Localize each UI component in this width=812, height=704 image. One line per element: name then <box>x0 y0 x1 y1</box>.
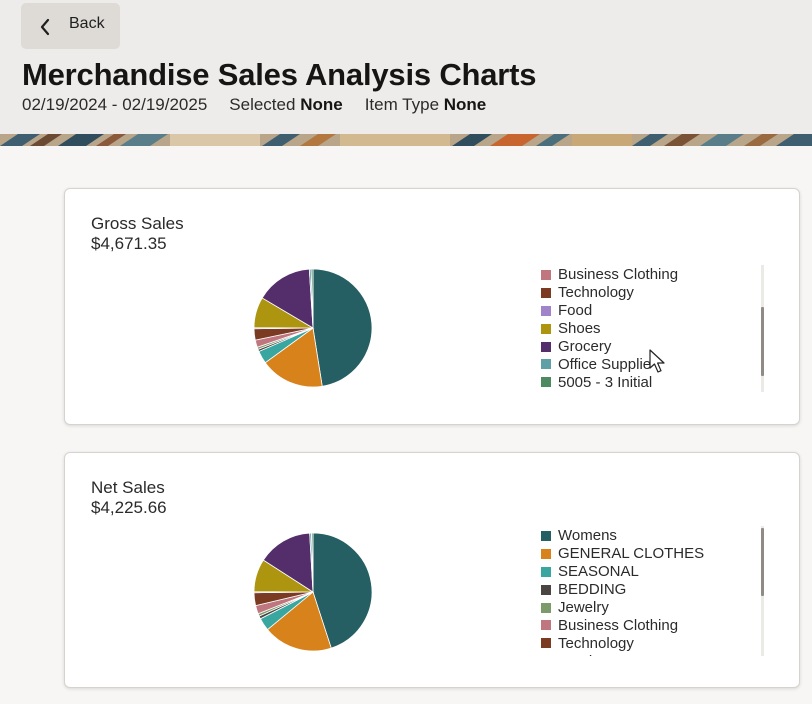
legend-item[interactable]: Office Supplie <box>541 355 678 373</box>
legend-swatch <box>541 602 551 613</box>
page-header: Back Merchandise Sales Analysis Charts 0… <box>0 0 812 134</box>
net-sales-card: Net Sales $4,225.66 Womens GENERAL CLOTHE… <box>64 452 800 688</box>
chevron-left-icon <box>40 18 50 36</box>
legend-label: Food <box>558 653 592 656</box>
legend-item[interactable]: Business Clothing <box>541 616 704 634</box>
legend-label: Office Supplie <box>558 355 652 373</box>
selected-value: None <box>300 95 343 114</box>
legend-item[interactable]: SEASONAL <box>541 563 704 581</box>
legend-label: Business Clothing <box>558 616 679 634</box>
legend-label: GENERAL CLOTHES <box>558 545 705 563</box>
page-title: Merchandise Sales Analysis Charts <box>22 57 537 92</box>
legend-item[interactable]: BEDDING <box>541 581 704 599</box>
net-sales-legend: Womens GENERAL CLOTHES SEASONAL BEDDING Jewe… <box>541 526 704 656</box>
legend-item[interactable]: Technology <box>541 284 678 302</box>
legend-swatch <box>541 305 551 316</box>
filter-summary: 02/19/2024 - 02/19/2025 Selected None Item… <box>22 95 486 115</box>
scrollbar-thumb[interactable] <box>761 528 764 596</box>
card-value: $4,225.66 <box>91 498 167 517</box>
legend-item[interactable]: Business Clothing <box>541 266 678 284</box>
legend-label: Jewelry <box>558 599 609 616</box>
card-title: Gross Sales <box>91 214 184 233</box>
legend-swatch <box>541 287 551 298</box>
legend-item[interactable]: 5005 - 3 Initial <box>541 373 678 388</box>
legend-swatch <box>541 341 551 352</box>
back-button[interactable]: Back <box>21 3 120 49</box>
legend-swatch <box>541 359 551 370</box>
legend-label: Womens <box>558 527 617 545</box>
legend-scrollbar[interactable] <box>761 265 764 392</box>
legend-label: Technology <box>558 634 634 652</box>
legend-item[interactable]: Food <box>541 652 704 656</box>
card-title: Net Sales <box>91 478 165 497</box>
pie-slice-womens[interactable] <box>312 532 373 649</box>
legend-swatch <box>541 530 551 541</box>
legend-swatch <box>541 323 551 334</box>
legend-scrollbar[interactable] <box>761 526 764 656</box>
legend-label: Business Clothing <box>558 266 679 284</box>
mouse-cursor-icon <box>649 349 665 373</box>
pie-slice-general-clothes[interactable] <box>264 327 323 388</box>
pie-slice-5005-3-initial[interactable] <box>311 532 314 593</box>
legend-label: Food <box>558 302 593 320</box>
pie-slice-womens[interactable] <box>312 268 373 387</box>
legend-item[interactable]: Technology <box>541 634 704 652</box>
legend-item[interactable]: GENERAL CLOTHES <box>541 545 704 563</box>
legend-item[interactable]: Food <box>541 302 678 320</box>
legend-swatch <box>541 620 551 631</box>
legend-item[interactable]: Shoes <box>541 320 678 338</box>
legend-label: 5005 - 3 Initial <box>558 373 653 388</box>
decorative-banner <box>0 134 812 146</box>
legend-swatch <box>541 548 551 559</box>
scrollbar-thumb[interactable] <box>761 307 764 376</box>
pie-slice-grocery[interactable] <box>262 532 314 593</box>
pie-slice-grocery[interactable] <box>261 268 314 329</box>
net-sales-pie-chart[interactable] <box>253 532 373 652</box>
legend-label: SEASONAL <box>558 563 639 581</box>
date-range: 02/19/2024 - 02/19/2025 <box>22 95 208 114</box>
legend-swatch <box>541 269 551 280</box>
legend-swatch <box>541 584 551 595</box>
item-type-value: None <box>443 95 487 114</box>
back-button-label: Back <box>69 15 105 32</box>
legend-label: Technology <box>558 284 634 302</box>
legend-label: Shoes <box>558 320 601 338</box>
legend-label: BEDDING <box>558 581 627 599</box>
legend-item[interactable]: Womens <box>541 527 704 545</box>
gross-sales-pie-chart[interactable] <box>253 268 373 388</box>
legend-item[interactable]: Grocery <box>541 338 678 356</box>
legend-item[interactable]: Jewelry <box>541 599 704 617</box>
pie-slice-5005-3-initial[interactable] <box>310 268 314 329</box>
legend-swatch <box>541 638 551 649</box>
legend-swatch <box>541 377 551 388</box>
legend-swatch <box>541 566 551 577</box>
selected-label: Selected <box>229 95 296 114</box>
gross-sales-card: Gross Sales $4,671.35 Business Clothing T… <box>64 188 800 425</box>
item-type-label: Item Type <box>364 95 440 114</box>
pie-slice-general-clothes[interactable] <box>266 591 332 652</box>
legend-label: Grocery <box>558 338 612 355</box>
gross-sales-legend: Business Clothing Technology Food Shoes Groc… <box>541 265 678 388</box>
card-value: $4,671.35 <box>91 234 167 253</box>
